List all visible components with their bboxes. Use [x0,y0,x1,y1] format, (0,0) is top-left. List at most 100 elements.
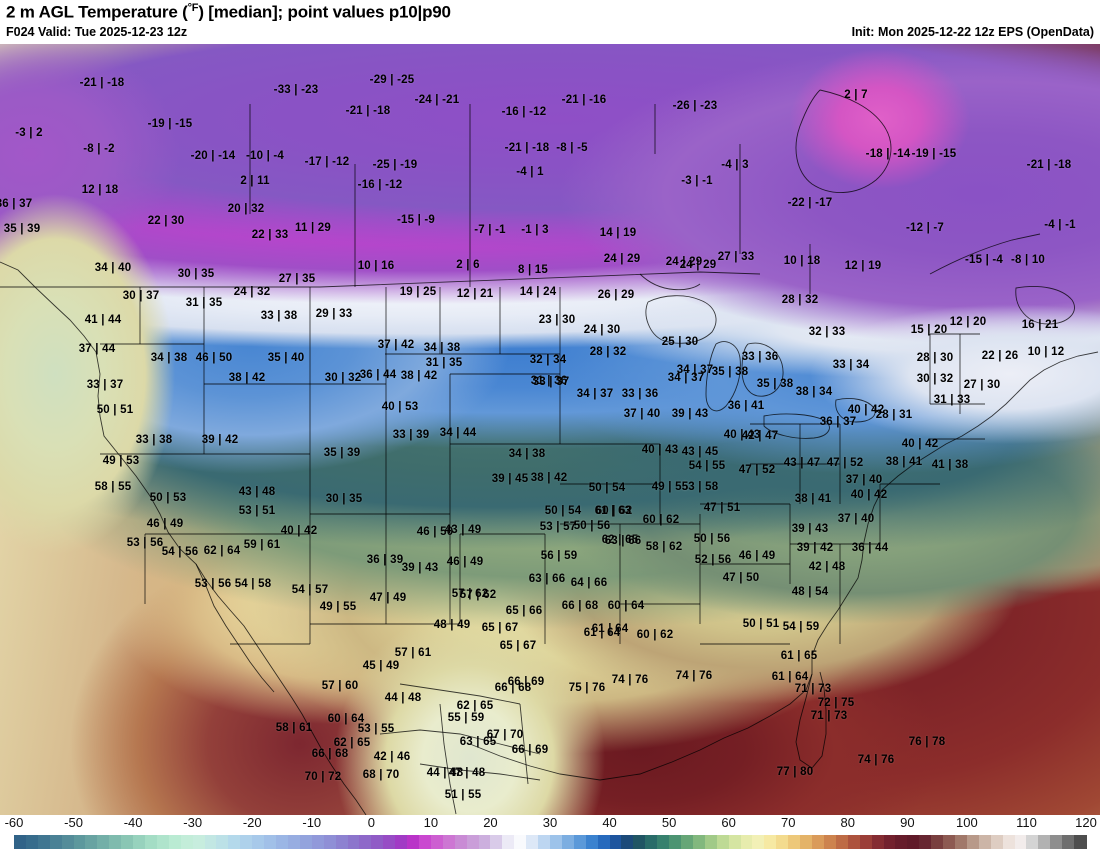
point-value-label: 38 | 42 [400,370,438,382]
point-value-label: 47 | 49 [369,592,407,604]
point-value-label: 62 | 65 [333,737,371,749]
header-bar: 2 m AGL Temperature (°F) [median]; point… [0,0,1100,44]
point-value-label: 20 | 32 [227,203,265,215]
colorbar-swatch [609,835,623,849]
point-value-label: 56 | 59 [540,550,578,562]
point-value-label: 62 | 64 [203,545,241,557]
colorbar-swatch [954,835,968,849]
colorbar-swatch [931,835,944,849]
point-value-label: 39 | 42 [201,434,239,446]
point-value-label: 60 | 62 [636,629,674,641]
point-value-label: 34 | 38 [423,342,461,354]
colorbar-swatch [383,835,396,849]
point-value-label: -33 | -23 [273,84,319,96]
colorbar-swatch [692,835,706,849]
colorbar-swatch [812,835,825,849]
point-value-label: 50 | 51 [96,404,134,416]
colorbar-tick-label: 20 [483,815,498,830]
point-value-label: 37 | 42 [377,339,415,351]
colorbar-swatch [1050,835,1063,849]
colorbar-section: -60 -50 -40 -30 -20 -10 0 10 20 30 40 50 60 70 80 90 100… [0,815,1100,850]
title-main-text: 2 m AGL Temperature ( [6,2,188,22]
point-value-label: 27 | 35 [278,273,316,285]
colorbar-swatch [502,835,515,849]
point-value-label: -1 | 3 [521,224,549,236]
point-value-label: 38 | 42 [228,372,266,384]
point-value-label: 66 | 69 [511,744,549,756]
point-value-label: -21 | -18 [79,77,125,89]
colorbar-swatch [645,835,658,849]
colorbar-swatch [1062,835,1075,849]
lake-superior [645,295,717,344]
colorbar-tick-labels: -60 -50 -40 -30 -20 -10 0 10 20 30 40 50 60 70 80 90 100… [0,815,1100,835]
point-value-label: 35 | 39 [323,447,361,459]
point-value-label: 53 | 55 [357,723,395,735]
colorbar-swatch [740,835,754,849]
colorbar-swatch [526,835,539,849]
point-value-label: 43 | 49 [444,524,482,536]
point-value-label: 29 | 33 [315,308,353,320]
colorbar-tick-label: 70 [780,815,796,830]
point-value-label: 2 | 11 [240,175,270,187]
point-value-label: 16 | 21 [1021,319,1059,331]
point-value-label: 46 | 49 [738,550,776,562]
point-value-label: -19 | -15 [147,118,193,130]
point-value-label: 39 | 43 [791,523,829,535]
point-value-label: -15 | -9 [396,214,436,226]
point-value-label: 12 | 19 [844,260,882,272]
mexico-state-lines-c [419,763,541,781]
temperature-map[interactable]: -3 | 2 -21 | -18 -8 | -2 -19 | -15 -20 | -14… [0,44,1100,815]
point-value-label: 33 | 37 [532,376,570,388]
colorbar-tick-label: -20 [242,815,262,830]
colorbar-swatch [490,835,503,849]
point-value-label: 54 | 58 [234,578,272,590]
colorbar-swatch [788,835,801,849]
point-value-label: 47 | 51 [703,502,741,514]
title-unit-text: °F [187,2,199,14]
baja-peninsula [195,563,275,693]
point-value-label: 30 | 32 [324,372,362,384]
point-value-label: 32 | 34 [529,354,567,366]
point-value-label: 47 | 48 [448,767,486,779]
point-value-label: 53 | 56 [194,578,232,590]
point-value-label: 53 | 51 [238,505,276,517]
point-value-label: 54 | 57 [291,584,329,596]
point-value-label: 10 | 12 [1027,346,1065,358]
point-value-label: 38 | 34 [795,386,833,398]
point-value-label: -22 | -17 [787,197,833,209]
colorbar-swatch [156,835,170,849]
point-value-label: -26 | -23 [672,100,718,112]
point-value-label: 30 | 37 [122,290,160,302]
point-value-label: 45 | 49 [362,660,400,672]
point-value-label: 48 | 54 [791,586,829,598]
point-value-label: -7 | -1 [474,224,506,236]
colorbar-swatch [204,835,218,849]
point-value-label: 61 | 64 [591,623,629,635]
point-value-label: 40 | 43 [641,444,679,456]
point-value-label: 58 | 55 [94,481,132,493]
point-value-label: 47 | 52 [826,457,864,469]
point-value-label: 46 | 50 [416,526,454,538]
point-value-label: -4 | -1 [1044,219,1076,231]
point-value-label: 74 | 76 [857,754,895,766]
colorbar-swatch [1002,835,1016,849]
colorbar-swatch [145,835,158,849]
colorbar-tick-label: -50 [64,815,83,830]
point-value-label: 75 | 76 [568,682,606,694]
colorbar-swatch [359,835,372,849]
colorbar-swatch [299,835,313,849]
point-value-label: 28 | 31 [875,409,913,421]
point-value-label: 65 | 67 [481,622,519,634]
colorbar-swatch [335,835,349,849]
point-value-label: 42 | 47 [741,430,779,442]
colorbar-gradient[interactable] [14,835,1087,849]
point-value-label: 36 | 37 [0,198,33,210]
point-value-label: 40 | 43 [723,429,761,441]
colorbar-swatch [37,835,51,849]
point-value-label: 54 | 55 [688,460,726,472]
point-value-label: 46 | 49 [146,518,184,530]
point-value-label: 37 | 40 [837,513,875,525]
colorbar-swatch [371,835,384,849]
colorbar-swatch [621,835,634,849]
colorbar-swatch [1038,835,1051,849]
